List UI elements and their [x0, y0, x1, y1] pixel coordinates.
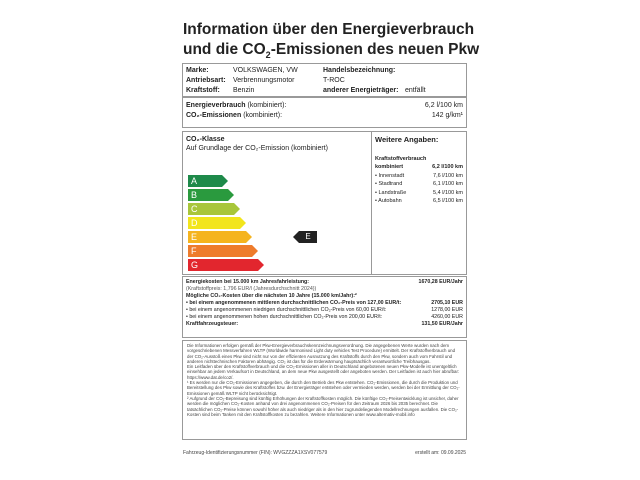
consumption-value: 6,1 l/100 km: [433, 181, 463, 187]
class-letter: B: [191, 190, 198, 200]
page-title: Information über den Energieverbrauch un…: [183, 21, 480, 61]
consumption-label: • Landstraße: [375, 189, 407, 196]
consumption-value: 5,4 l/100 km: [433, 189, 463, 196]
consumption-value: 6,5 l/100 km: [433, 198, 463, 204]
co2-class-bar-b: B: [188, 189, 234, 201]
co2-class-bar-f: F: [188, 245, 258, 257]
costs-box: Energiekosten bei 15.000 km Jahresfahrle…: [182, 276, 467, 338]
consumption-value: 6,2 l/100 km: [432, 164, 463, 170]
consumption-label: • Stadtrand: [375, 181, 403, 187]
created-date: erstellt am: 09.09.2025: [415, 450, 466, 456]
co2-class-box: CO₂-Klasse Auf Grundlage der CO₂-Emissio…: [182, 131, 372, 275]
class-letter: A: [191, 176, 198, 186]
vehicle-box: Marke: VOLKSWAGEN, VW Antriebsart: Verbr…: [182, 63, 467, 97]
consumption-label: • Innenstadt: [375, 172, 405, 179]
current-class-marker: E: [293, 231, 317, 243]
fineprint-box: Die Informationen erfolgen gemäß der Pkw…: [182, 340, 467, 440]
consumption-value: 7,6 l/100 km: [433, 172, 463, 179]
co2-class-bar-d: D: [188, 217, 246, 229]
consumption-box: Energieverbrauch (kombiniert): 6,2 l/100…: [182, 97, 467, 128]
co2-class-bar-e: E: [188, 231, 252, 243]
class-letter: G: [191, 260, 199, 270]
co2-class-bar-a: A: [188, 175, 228, 187]
consumption-label: kombiniert: [375, 164, 404, 170]
class-letter: D: [191, 218, 198, 228]
class-letter: C: [191, 204, 198, 214]
class-letter: F: [191, 246, 197, 256]
class-letter: E: [191, 232, 198, 242]
co2-class-bar-c: C: [188, 203, 240, 215]
co2-class-bar-g: G: [188, 259, 264, 271]
fin: Fahrzeug-Identifizierungsnummer (FIN): W…: [183, 450, 328, 456]
weitere-angaben-box: Weitere Angaben: Kraftstoffverbrauch kom…: [371, 131, 467, 275]
consumption-label: • Autobahn: [375, 198, 402, 204]
